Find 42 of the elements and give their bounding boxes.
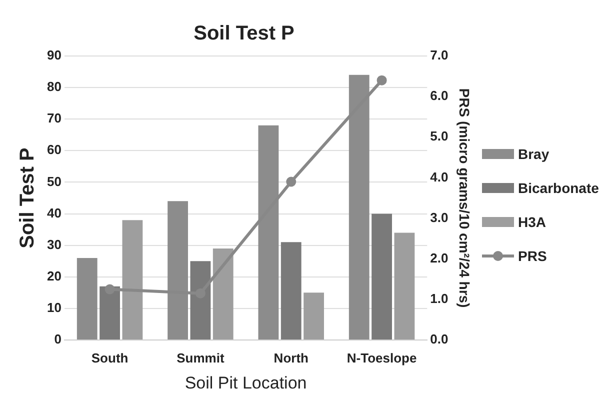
legend-label: Bray [518, 146, 550, 162]
y2-tick-label: 2.0 [430, 250, 448, 266]
y-tick-label: 0 [54, 332, 62, 347]
y-tick-label: 30 [46, 236, 62, 252]
bar [280, 242, 302, 340]
y-tick-label: 90 [46, 48, 62, 63]
bar [190, 261, 211, 340]
y2-tick-label: 4.0 [430, 169, 448, 184]
y-axis-title: Soil Test P [16, 148, 39, 248]
legend-label: Bicarbonate [518, 180, 599, 196]
bar [394, 232, 415, 340]
y2-tick-label: 3.0 [430, 210, 448, 225]
bar [122, 220, 143, 340]
x-tick-label: South [91, 350, 128, 366]
bar [76, 258, 98, 340]
point [104, 284, 115, 294]
chart-title: Soil Test P [194, 22, 294, 45]
y-tick-label: 60 [46, 142, 62, 158]
y2-tick-label: 6.0 [430, 88, 448, 104]
bar [100, 286, 120, 340]
x-tick-label: Summit [176, 350, 225, 366]
point [286, 176, 296, 187]
y2-tick-label: 1.0 [430, 291, 448, 306]
y2-tick-label: 7.0 [430, 48, 448, 63]
y-tick-label: 50 [46, 174, 62, 189]
y2-tick-label: 5.0 [430, 128, 448, 144]
bar [304, 292, 324, 340]
y2-axis-title: PRS (micro grams/10 cm²/24 hrs) [456, 88, 473, 308]
bar [372, 214, 392, 340]
x-tick-label: N-Toeslope [346, 350, 417, 366]
x-axis-title: Soil Pit Location [184, 373, 307, 392]
y-tick-label: 40 [46, 205, 62, 220]
bar [212, 248, 234, 340]
y2-tick-label: 0.0 [430, 332, 448, 347]
y-tick-label: 20 [46, 268, 62, 284]
x-tick-label: North [274, 350, 309, 366]
point [376, 75, 387, 86]
y-tick-label: 80 [46, 79, 62, 94]
legend-label: PRS [518, 248, 547, 264]
y-tick-label: 70 [46, 110, 62, 126]
y-tick-label: 10 [46, 300, 62, 316]
legend-label: H3A [518, 214, 546, 230]
